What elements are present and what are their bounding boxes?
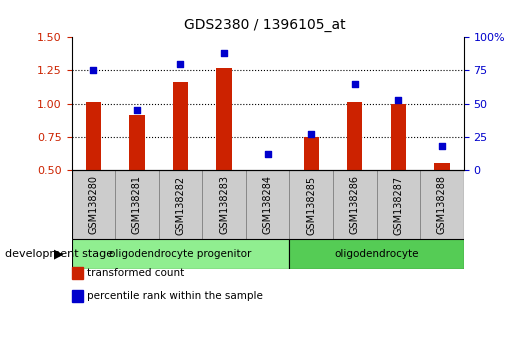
Text: GSM138285: GSM138285 xyxy=(306,176,316,235)
Bar xyxy=(420,170,464,239)
Bar xyxy=(173,82,188,170)
Text: GSM138284: GSM138284 xyxy=(263,176,272,234)
Point xyxy=(438,143,446,149)
Bar xyxy=(86,102,101,170)
Point xyxy=(263,151,272,157)
Text: GSM138286: GSM138286 xyxy=(350,176,360,234)
Text: GSM138283: GSM138283 xyxy=(219,176,229,234)
Point xyxy=(220,50,228,56)
Point xyxy=(394,97,403,102)
Bar xyxy=(72,239,289,269)
Bar xyxy=(246,170,289,239)
Bar xyxy=(216,68,232,170)
Text: GSM138288: GSM138288 xyxy=(437,176,447,234)
Bar xyxy=(129,115,145,170)
Bar xyxy=(158,170,202,239)
Bar xyxy=(289,239,464,269)
Text: transformed count: transformed count xyxy=(87,268,184,278)
Point xyxy=(350,81,359,86)
Bar xyxy=(72,170,115,239)
Text: oligodendrocyte: oligodendrocyte xyxy=(334,249,419,259)
Bar xyxy=(347,102,363,170)
Text: oligodendrocyte progenitor: oligodendrocyte progenitor xyxy=(109,249,252,259)
Point xyxy=(176,61,185,67)
Bar xyxy=(304,137,319,170)
Bar xyxy=(391,104,406,170)
Bar xyxy=(333,170,377,239)
Point xyxy=(307,131,315,137)
Text: development stage: development stage xyxy=(5,249,113,259)
Text: GSM138280: GSM138280 xyxy=(89,176,99,234)
Text: ▶: ▶ xyxy=(54,247,63,261)
Text: GSM138287: GSM138287 xyxy=(393,176,403,235)
Text: GSM138282: GSM138282 xyxy=(175,176,186,235)
Bar xyxy=(115,170,158,239)
Bar xyxy=(377,170,420,239)
Point xyxy=(89,68,98,73)
Bar xyxy=(289,170,333,239)
Text: GDS2380 / 1396105_at: GDS2380 / 1396105_at xyxy=(184,18,346,32)
Text: GSM138281: GSM138281 xyxy=(132,176,142,234)
Text: percentile rank within the sample: percentile rank within the sample xyxy=(87,291,263,301)
Point xyxy=(132,107,141,113)
Bar xyxy=(435,163,449,170)
Bar xyxy=(202,170,246,239)
